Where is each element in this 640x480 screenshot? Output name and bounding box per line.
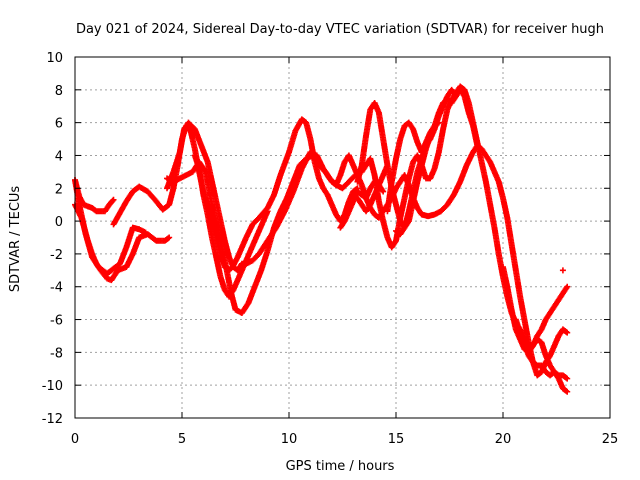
- series-arc-10: [354, 162, 391, 215]
- y-tick-label: -10: [42, 379, 63, 394]
- series-arc-14: [512, 316, 571, 382]
- data-point: [452, 93, 459, 100]
- y-tick-label: -6: [50, 314, 63, 329]
- data-points: [72, 83, 571, 395]
- y-tick-labels: -12 -10 -8 -6 -4 -2 0 2 4 6 8 10: [42, 51, 63, 427]
- y-axis-title: SDTVAR / TECUs: [8, 186, 23, 293]
- y-tick-label: 2: [55, 182, 63, 197]
- x-tick-label: 25: [602, 432, 619, 447]
- chart-title: Day 021 of 2024, Sidereal Day-to-day VTE…: [76, 22, 604, 37]
- axis-ticks: [74, 56, 611, 419]
- y-tick-label: 8: [55, 84, 63, 99]
- y-tick-label: 0: [55, 215, 63, 230]
- data-point: [564, 375, 571, 382]
- x-tick-label: 5: [178, 432, 186, 447]
- series-arc-11: [393, 86, 459, 238]
- data-point: [564, 388, 571, 395]
- data-point: [380, 188, 387, 195]
- y-tick-label: -12: [42, 412, 63, 427]
- x-tick-label: 20: [495, 432, 512, 447]
- y-tick-label: -8: [50, 346, 63, 361]
- data-point: [564, 329, 571, 336]
- y-tick-label: 6: [55, 117, 63, 132]
- x-tick-label: 0: [71, 432, 79, 447]
- data-point: [109, 197, 116, 204]
- series-arc-7: [191, 152, 271, 300]
- data-point: [474, 142, 481, 149]
- series-arc-3: [72, 177, 149, 277]
- data-point: [142, 229, 149, 236]
- data-point: [384, 162, 391, 169]
- data-point: [264, 208, 271, 215]
- x-tick-label: 15: [388, 432, 405, 447]
- y-tick-label: -2: [50, 248, 63, 263]
- x-axis-title: GPS time / hours: [286, 459, 395, 474]
- y-tick-label: 4: [55, 149, 63, 164]
- data-point: [563, 374, 570, 381]
- y-tick-label: -4: [50, 281, 63, 296]
- plot-border: [74, 56, 611, 419]
- x-tick-labels: 0 5 10 15 20 25: [71, 432, 618, 447]
- data-point: [563, 328, 570, 335]
- series-arc-12: [337, 178, 387, 231]
- data-point: [165, 235, 172, 242]
- data-point: [564, 283, 571, 290]
- data-point: [166, 234, 173, 241]
- x-tick-label: 10: [281, 432, 298, 447]
- data-point: [110, 196, 117, 203]
- data-point: [559, 267, 566, 274]
- series-arc-15: [559, 267, 566, 274]
- data-point: [563, 387, 570, 394]
- y-tick-label: 10: [46, 51, 63, 66]
- series-arc-9: [384, 119, 442, 215]
